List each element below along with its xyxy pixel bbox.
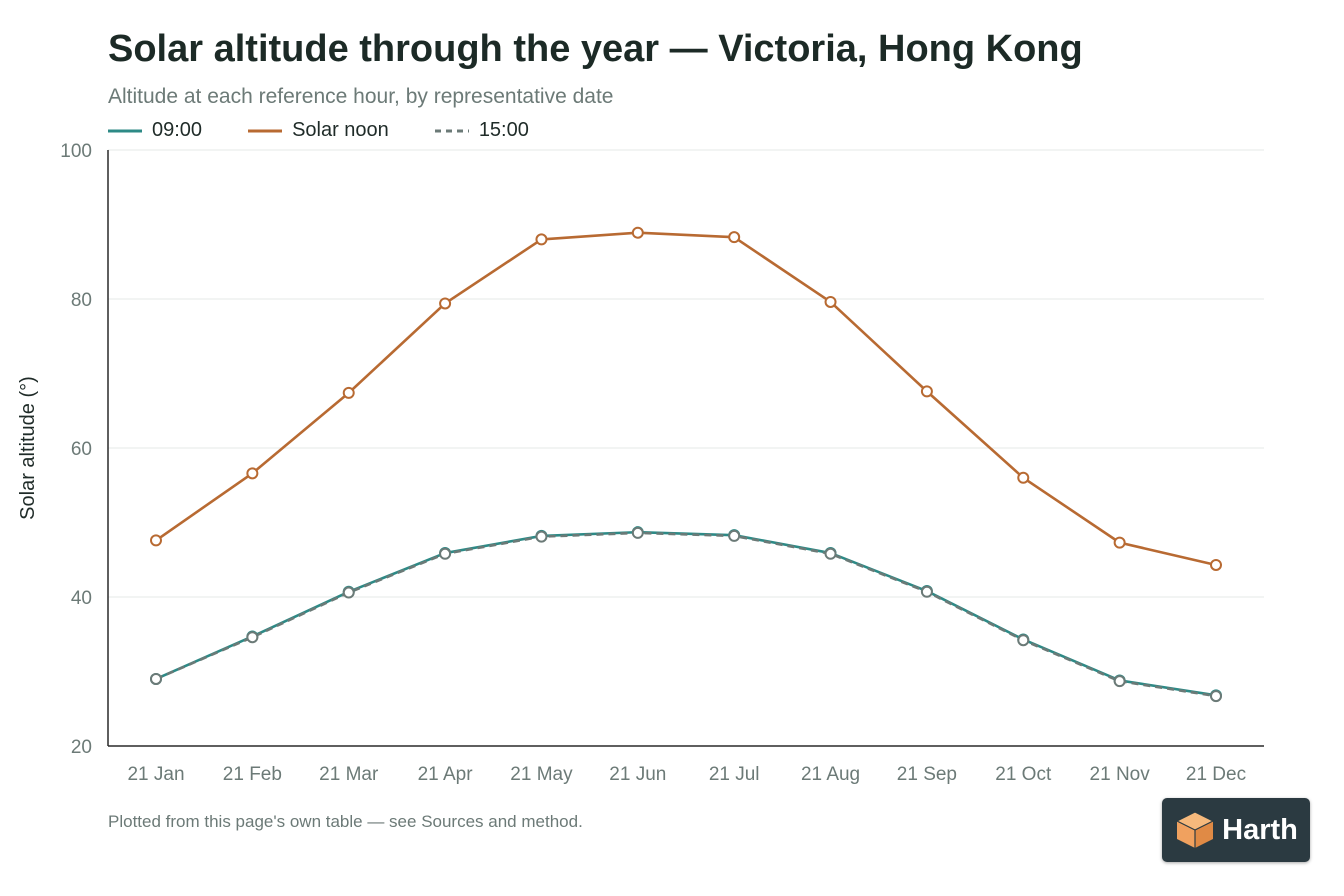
data-point-1500-7	[824, 547, 837, 560]
data-point-1500-11	[1210, 690, 1222, 703]
data-point-1500-10	[1113, 675, 1126, 688]
data-point-solar-noon-6	[728, 231, 741, 244]
data-point-1500-4	[535, 530, 548, 543]
cube-icon	[1175, 811, 1215, 848]
data-point-solar-noon-4	[535, 233, 548, 246]
legend-swatch-0900	[108, 129, 142, 132]
x-tick-label-11: 21 Dec	[1186, 764, 1246, 785]
x-tick-label-5: 21 Jun	[609, 764, 666, 785]
x-tick-label-7: 21 Aug	[801, 764, 860, 785]
data-point-solar-noon-0	[150, 534, 162, 547]
data-point-1500-1	[246, 631, 259, 644]
x-tick-label-0: 21 Jan	[127, 764, 184, 785]
chart-legend: 09:00 Solar noon 15:00	[108, 119, 575, 142]
y-tick-label-40: 40	[71, 588, 92, 609]
legend-item-1500[interactable]: 15:00	[434, 119, 529, 142]
data-point-solar-noon-7	[824, 295, 837, 308]
legend-item-solar-noon[interactable]: Solar noon	[248, 119, 389, 142]
brand-badge[interactable]: Harth	[1162, 798, 1310, 862]
footnote: Plotted from this page's own table — see…	[108, 812, 583, 831]
x-tick-label-8: 21 Sep	[897, 764, 957, 785]
data-point-1500-3	[439, 547, 452, 560]
legend-item-0900[interactable]: 09:00	[108, 119, 202, 142]
data-point-solar-noon-1	[246, 467, 259, 480]
y-tick-label-100: 100	[60, 141, 92, 162]
legend-label-0900: 09:00	[152, 119, 203, 141]
data-point-solar-noon-8	[920, 385, 933, 398]
y-tick-label-20: 20	[71, 737, 92, 758]
data-point-1500-0	[150, 672, 162, 685]
y-tick-label-60: 60	[71, 439, 92, 460]
series-line-1500	[155, 531, 1217, 698]
data-point-solar-noon-11	[1210, 558, 1222, 571]
chart-title: Solar altitude through the year — Victor…	[108, 28, 1083, 70]
data-point-1500-8	[920, 585, 933, 598]
data-point-solar-noon-5	[631, 226, 644, 239]
brand-name: Harth	[1222, 813, 1298, 846]
x-tick-label-10: 21 Nov	[1090, 764, 1151, 785]
chart-subtitle: Altitude at each reference hour, by repr…	[108, 85, 614, 108]
x-tick-label-1: 21 Feb	[223, 764, 282, 785]
data-point-1500-5	[631, 526, 644, 539]
x-tick-label-3: 21 Apr	[418, 764, 474, 785]
data-point-1500-6	[728, 529, 741, 542]
legend-swatch-1500	[434, 129, 469, 132]
x-tick-label-6: 21 Jul	[709, 764, 760, 785]
data-point-solar-noon-9	[1017, 471, 1030, 484]
data-point-solar-noon-10	[1113, 536, 1126, 549]
x-tick-label-9: 21 Oct	[995, 764, 1052, 785]
x-tick-label-2: 21 Mar	[319, 764, 379, 785]
y-axis-label: Solar altitude (°)	[17, 376, 39, 520]
data-point-1500-9	[1017, 634, 1030, 647]
legend-swatch-solar-noon	[248, 129, 283, 132]
series-line-0900	[155, 530, 1217, 697]
data-point-solar-noon-2	[342, 386, 355, 399]
data-point-solar-noon-3	[439, 297, 452, 310]
legend-label-solar-noon: Solar noon	[292, 119, 389, 141]
series-line-solar-noon	[155, 231, 1217, 567]
legend-label-1500: 15:00	[478, 119, 529, 141]
x-tick-label-4: 21 May	[510, 764, 573, 785]
y-tick-label-80: 80	[71, 290, 92, 311]
data-point-1500-2	[342, 586, 355, 599]
